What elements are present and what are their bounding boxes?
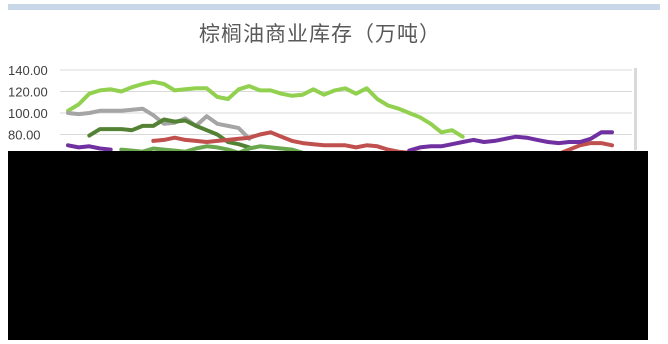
series-line-1 [66,79,465,139]
series-line-5 [407,130,614,153]
redacted-region [8,151,648,340]
y-axis-ticks: 140.00 120.00 100.00 80.00 [8,63,48,143]
chart-top-border [8,4,660,10]
chart-title: 棕榈油商业库存（万吨） [199,23,441,46]
series-line-5 [66,143,113,152]
series-lines [66,79,614,156]
series-line-3 [87,117,252,150]
series-line-6 [119,144,305,155]
secondary-axis-edge [634,68,637,150]
y-tick-label: 120.00 [8,85,48,100]
gridlines [60,69,632,135]
y-tick-label: 100.00 [8,106,48,121]
y-tick-label: 140.00 [8,63,48,78]
y-tick-label: 80.00 [8,128,41,143]
series-line-2 [66,106,252,141]
